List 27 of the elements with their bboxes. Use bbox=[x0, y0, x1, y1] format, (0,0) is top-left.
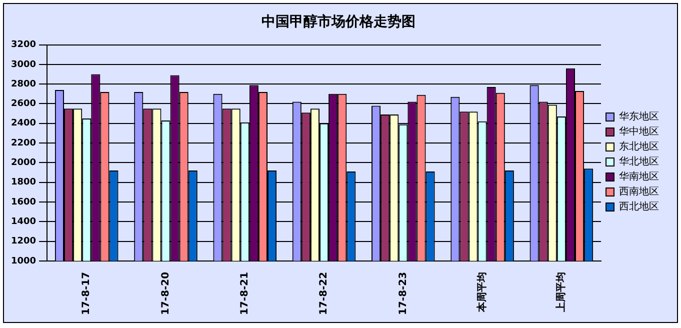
x-tick-label: 17-8-20 bbox=[160, 272, 172, 316]
legend-label: 华北地区 bbox=[619, 156, 659, 168]
y-tick-label: 1600 bbox=[10, 197, 36, 208]
y-tick-label: 1200 bbox=[10, 236, 36, 247]
y-tick-label: 2000 bbox=[10, 158, 36, 168]
y-tick-label: 2600 bbox=[10, 99, 36, 110]
legend-label: 西北地区 bbox=[619, 200, 659, 213]
y-tick-label: 3200 bbox=[10, 40, 36, 50]
x-tick-label: 17-8-21 bbox=[239, 272, 250, 316]
x-tick-label: 17-8-23 bbox=[398, 272, 409, 316]
chart-title: 中国甲醇市场价格走势图 bbox=[262, 13, 416, 30]
y-tick-label: 2200 bbox=[10, 138, 36, 148]
legend-label: 华南地区 bbox=[619, 170, 659, 183]
x-tick-label: 上周平均 bbox=[555, 272, 568, 313]
y-tick-label: 2800 bbox=[10, 79, 36, 90]
legend-label: 华东地区 bbox=[619, 110, 659, 123]
y-tick-label: 1000 bbox=[10, 256, 36, 266]
y-tick-label: 1800 bbox=[10, 178, 36, 188]
x-tick-label: 本周平均 bbox=[476, 272, 488, 313]
y-tick-label: 2400 bbox=[10, 118, 36, 129]
y-tick-label: 3000 bbox=[10, 60, 36, 70]
legend-label: 华中地区 bbox=[619, 126, 659, 138]
y-tick-label: 1400 bbox=[10, 216, 36, 227]
legend-label: 西南地区 bbox=[619, 186, 659, 198]
x-tick-label: 17-8-22 bbox=[318, 272, 330, 316]
x-tick-label: 17-8-17 bbox=[81, 272, 92, 316]
legend-label: 东北地区 bbox=[619, 140, 659, 153]
